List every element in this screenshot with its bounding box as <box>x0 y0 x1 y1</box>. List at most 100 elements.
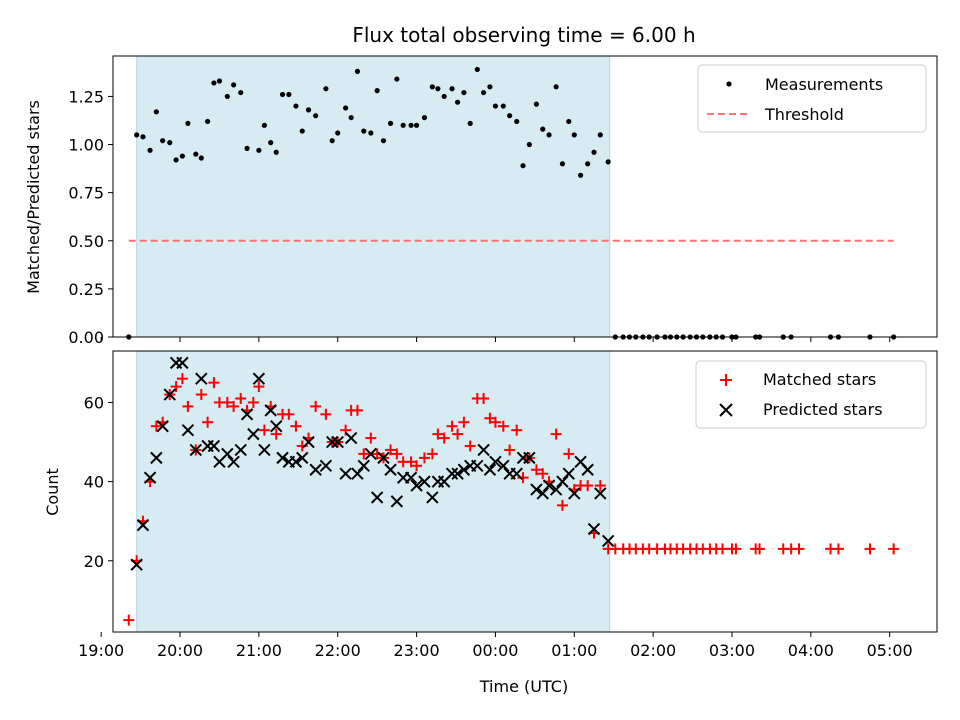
matched-star-point <box>582 480 594 492</box>
measurement-point <box>449 86 455 92</box>
x-tick-label: 23:00 <box>394 641 440 660</box>
predicted-star-point <box>176 356 189 370</box>
predicted-star-point <box>156 419 169 433</box>
x-axis-label: Time (UTC) <box>479 677 568 696</box>
measurement-point <box>231 82 237 88</box>
matched-star-point <box>310 400 322 412</box>
measurement-point <box>559 161 566 167</box>
measurement-point <box>585 161 591 167</box>
predicted-star-point <box>240 408 254 421</box>
predicted-star-point <box>181 423 195 437</box>
predicted-star-point <box>497 459 510 472</box>
measurement-point <box>256 147 262 153</box>
measurement-point <box>361 128 367 134</box>
measurement-point <box>211 80 217 86</box>
observing-window-shade <box>136 55 611 338</box>
measurement-point <box>179 153 185 159</box>
measurement-point <box>591 149 597 155</box>
matched-star-point <box>221 396 233 408</box>
predicted-star-point <box>523 451 536 465</box>
predicted-star-point <box>264 404 277 417</box>
chart-title: Flux total observing time = 6.00 h <box>352 23 695 47</box>
measurement-point <box>299 128 305 134</box>
predicted-star-point <box>130 558 143 571</box>
predicted-star-point <box>150 451 163 465</box>
top-x-ticks <box>100 337 891 342</box>
predicted-star-point <box>483 463 497 476</box>
predicted-star-point <box>331 435 344 449</box>
matched-star-point <box>497 420 509 432</box>
predicted-star-point <box>364 447 378 461</box>
matched-star-point <box>426 448 438 460</box>
matched-star-point <box>258 424 270 436</box>
matched-star-point <box>202 416 214 428</box>
measurement-point <box>481 89 487 96</box>
predicted-star-point <box>562 467 575 480</box>
measurement-point <box>500 103 506 109</box>
matched-star-point <box>351 404 363 416</box>
matched-star-point <box>253 381 265 393</box>
matched-star-point <box>283 408 295 420</box>
matched-star-point <box>150 420 162 432</box>
measurement-point <box>553 84 559 90</box>
predicted-star-point <box>370 491 384 504</box>
matched-star-point <box>730 543 742 555</box>
measurement-point <box>597 132 603 138</box>
predicted-star-point <box>339 467 352 480</box>
measurement-point <box>546 132 552 138</box>
matched-star-point <box>556 499 568 511</box>
predicted-star-point <box>326 435 339 449</box>
predicted-star-point <box>351 467 364 480</box>
predicted-star-point <box>489 455 502 469</box>
measurement-point <box>323 86 329 92</box>
predicted-star-point <box>410 479 423 492</box>
legend-label-matched: Matched stars <box>763 370 876 389</box>
matched-star-point <box>228 400 240 412</box>
measurement-point <box>273 149 279 155</box>
measurement-point <box>160 138 166 144</box>
top-legend: Measurements Threshold <box>697 64 927 133</box>
measurement-point <box>335 130 341 136</box>
measurement-point <box>238 89 244 96</box>
measurement-point <box>193 151 199 157</box>
matched-star-point <box>864 543 876 555</box>
matched-star-point <box>511 424 523 436</box>
x-tick-label: 20:00 <box>157 641 203 660</box>
predicted-star-point <box>581 463 594 476</box>
x-axis: 19:00 20:00 21:00 22:00 23:00 00:00 01:00 02:00… <box>78 632 913 660</box>
measurement-point <box>153 109 159 115</box>
measurement-point <box>413 122 420 128</box>
measurement-point <box>134 132 140 138</box>
predicted-star-points <box>130 356 615 571</box>
y-tick-label: 0.00 <box>68 328 104 347</box>
measurement-point <box>461 89 467 96</box>
predicted-star-point <box>296 451 309 465</box>
measurement-point <box>435 86 441 92</box>
predicted-star-point <box>309 463 322 476</box>
matched-star-point <box>290 420 302 432</box>
ratio-panel: 0.00 0.25 0.50 0.75 1.00 1.25 Flux total obse… <box>24 23 938 347</box>
legend-label-predicted: Predicted stars <box>763 400 883 419</box>
measurement-point <box>441 93 447 100</box>
x-tick-label: 04:00 <box>788 641 834 660</box>
matched-star-point <box>391 448 403 460</box>
matched-star-point <box>793 543 805 555</box>
predicted-star-point <box>227 455 240 469</box>
matched-star-point <box>358 448 370 460</box>
measurement-point <box>167 140 173 146</box>
measurement-point <box>605 159 611 165</box>
legend-marker-measurements <box>726 81 732 87</box>
measurement-point <box>216 78 223 84</box>
matched-star-point <box>418 452 430 464</box>
matched-star-point <box>170 381 182 393</box>
matched-star-point <box>832 543 844 555</box>
predicted-star-point <box>536 487 549 500</box>
predicted-star-point <box>530 483 543 496</box>
y-tick-label: 1.25 <box>68 87 104 106</box>
predicted-star-point <box>252 372 266 385</box>
predicted-star-point <box>549 483 563 496</box>
bottom-y-axis: 20 40 60 <box>84 393 113 571</box>
predicted-star-point <box>319 459 333 472</box>
x-tick-label: 00:00 <box>472 641 518 660</box>
measurement-point <box>205 118 211 125</box>
